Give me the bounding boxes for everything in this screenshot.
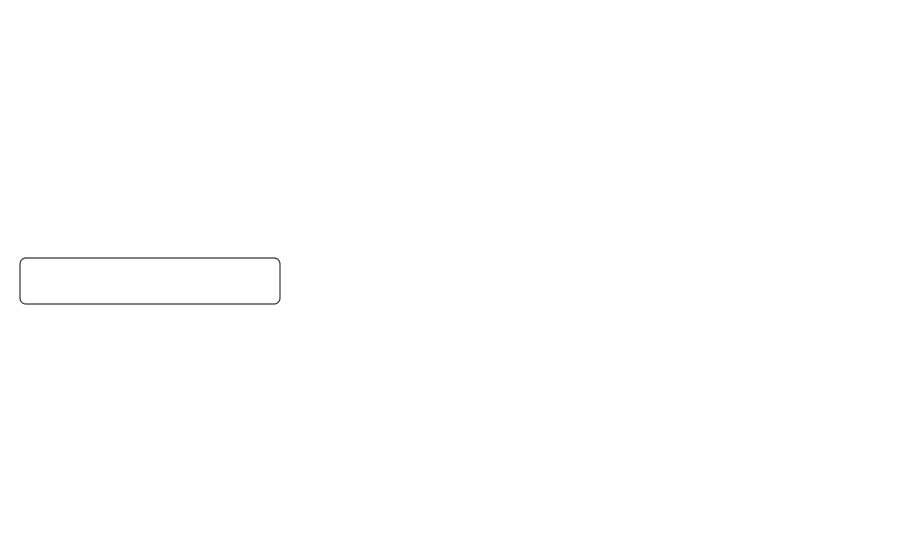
root-node bbox=[20, 258, 280, 304]
mindmap-canvas bbox=[0, 0, 920, 540]
